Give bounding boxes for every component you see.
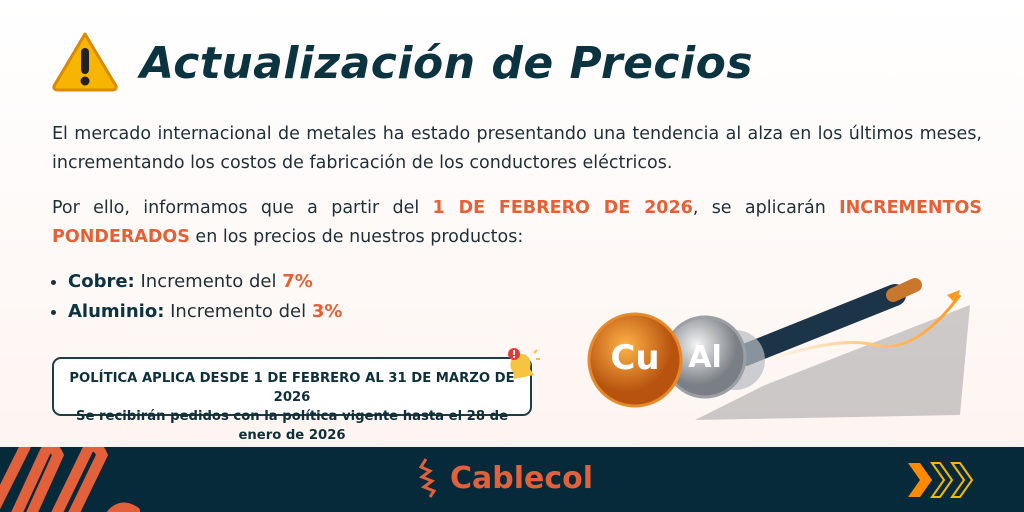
brand-logo: Cablecol <box>418 457 593 499</box>
increase-value: 3% <box>311 301 343 322</box>
aluminum-coin-label: Al <box>688 340 722 375</box>
chevrons-icon <box>908 462 974 498</box>
notice-middle: , se aplicarán <box>692 198 840 218</box>
copper-coin-label: Cu <box>610 338 659 378</box>
effective-date: 1 DE FEBRERO DE 2026 <box>432 198 693 218</box>
bell-icon <box>508 348 540 379</box>
increase-list: Cobre: Incremento del 7% Aluminio: Incre… <box>68 267 342 327</box>
intro-text: El mercado internacional de metales ha e… <box>52 124 982 173</box>
warning-icon <box>52 32 118 92</box>
footer: Cablecol <box>0 447 1024 512</box>
notice-text: Por ello, informamos que a partir del 1 … <box>52 194 982 252</box>
list-item: Aluminio: Incremento del 3% <box>68 297 342 327</box>
metals-illustration: Al Cu <box>587 278 970 420</box>
metal-label: Cobre: <box>68 271 135 292</box>
list-item: Cobre: Incremento del 7% <box>68 267 342 297</box>
item-text: Incremento del <box>134 271 283 292</box>
decorative-stripes <box>0 447 140 512</box>
item-text: Incremento del <box>164 301 312 322</box>
metal-label: Aluminio: <box>68 301 165 322</box>
policy-line-2: Se recibirán pedidos con la política vig… <box>75 409 509 443</box>
notice-prefix: Por ello, informamos que a partir del <box>52 198 433 218</box>
page-title: Actualización de Precios <box>140 38 754 89</box>
notice-suffix: en los precios de nuestros productos: <box>189 227 524 247</box>
increase-value: 7% <box>282 271 313 292</box>
policy-line-1: POLÍTICA APLICA DESDE 1 DE FEBRERO AL 31… <box>69 371 515 405</box>
notice-highlight: INCREMENTOS PONDERADOS <box>52 198 982 247</box>
policy-box: POLÍTICA APLICA DESDE 1 DE FEBRERO AL 31… <box>52 357 532 443</box>
cable-logo-icon <box>418 458 437 498</box>
brand-name: Cablecol <box>450 460 594 496</box>
